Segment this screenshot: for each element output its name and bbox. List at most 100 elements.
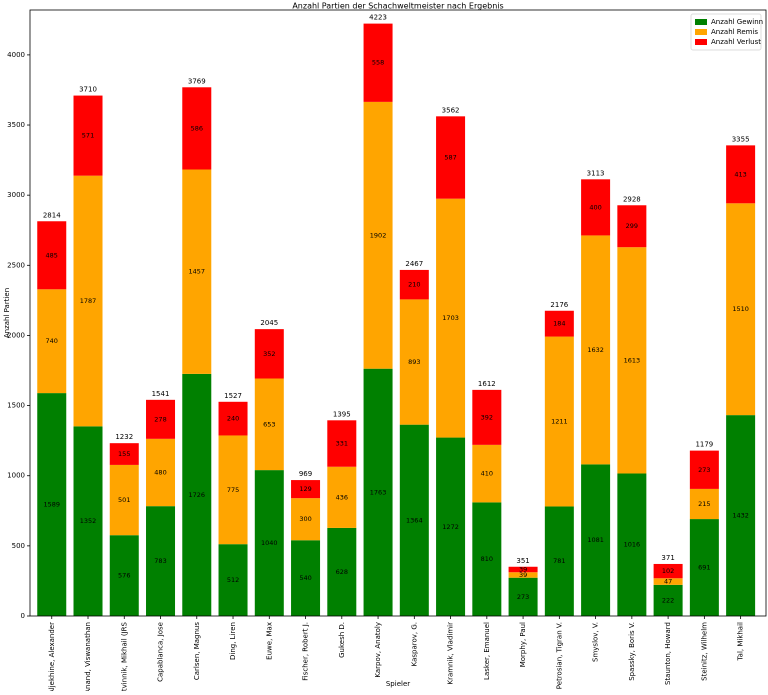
x-tick-label: Spassky, Boris V. (628, 622, 636, 681)
segment-label: 1211 (551, 418, 568, 426)
segment-label: 1902 (370, 231, 387, 239)
total-label: 1527 (224, 392, 242, 400)
bar-segment (182, 87, 212, 170)
segment-label: 1040 (261, 539, 278, 547)
bar-segment (399, 424, 429, 616)
segment-label: 810 (481, 555, 493, 563)
segment-label: 300 (299, 515, 311, 523)
legend-frame (690, 13, 762, 51)
x-tick-label: Karpov, Anatoly (374, 622, 382, 678)
legend-label: Anzahl Verlust (711, 38, 761, 46)
bar-segment (363, 368, 393, 616)
segment-label: 273 (698, 466, 710, 474)
y-tick-label: 3500 (7, 121, 25, 129)
segment-label: 1589 (43, 501, 60, 509)
bar-segment (218, 401, 248, 436)
segment-label: 501 (118, 496, 130, 504)
total-label: 1541 (152, 390, 170, 398)
bar-segment (363, 101, 393, 369)
y-tick-label: 1500 (7, 402, 25, 410)
bar-segment (436, 116, 466, 199)
segment-label: 558 (372, 59, 384, 67)
segment-label: 628 (336, 568, 348, 576)
bar-segment (472, 444, 502, 503)
bar-segment (581, 464, 611, 616)
segment-label: 392 (481, 413, 493, 421)
bar-segment (182, 169, 212, 374)
bar-segment (109, 443, 139, 465)
y-tick-label: 0 (21, 612, 25, 620)
segment-label: 331 (336, 440, 348, 448)
y-tick-label: 1000 (7, 472, 25, 480)
bar-segment (146, 506, 176, 616)
total-label: 2176 (550, 301, 568, 309)
bar-segment (254, 378, 284, 471)
bar-segment (726, 145, 756, 204)
segment-label: 740 (46, 337, 58, 345)
x-tick-label: Fischer, Robert J. (302, 622, 310, 681)
x-tick-label: Kramnik, Vladimir (447, 622, 455, 685)
y-tick-label: 4000 (7, 51, 25, 59)
segment-label: 586 (191, 124, 203, 132)
total-label: 3710 (79, 86, 97, 94)
plot-frame (29, 9, 767, 617)
segment-label: 278 (154, 415, 166, 423)
total-label: 371 (661, 554, 674, 562)
segment-label: 893 (408, 358, 420, 366)
bar-segment (73, 95, 103, 176)
y-axis-label: Anzahl Partien (3, 288, 11, 338)
bar-segment (73, 426, 103, 616)
segment-label: 587 (444, 154, 456, 162)
segment-label: 102 (662, 567, 674, 575)
segment-label: 781 (553, 557, 565, 565)
bar-segment (218, 435, 248, 545)
segment-label: 480 (154, 468, 166, 476)
x-tick-label: Ding, Liren (229, 622, 237, 660)
x-tick-label: Tal, Mikhail (737, 622, 745, 662)
bar-segment (653, 578, 683, 585)
segment-label: 1787 (80, 297, 97, 305)
total-label: 3769 (188, 77, 206, 85)
segment-label: 210 (408, 281, 420, 289)
bar-segment (109, 535, 139, 616)
segment-label: 273 (517, 593, 529, 601)
bar-segment (37, 221, 67, 290)
total-label: 2814 (43, 211, 61, 219)
chart-title: Anzahl Partien der Schachweltmeister nac… (292, 2, 503, 11)
x-tick-label: Kasparov, G. (410, 622, 418, 666)
segment-label: 1364 (406, 516, 423, 524)
bar-segment (73, 175, 103, 427)
bar-segment (254, 329, 284, 379)
segment-label: 571 (82, 132, 94, 140)
y-tick-label: 2500 (7, 261, 25, 269)
bar-segment (218, 544, 248, 616)
segment-label: 1763 (370, 488, 387, 496)
x-axis-label: Spieler (386, 680, 410, 688)
total-label: 4223 (369, 14, 387, 22)
segment-label: 155 (118, 450, 130, 458)
x-tick-label: Staunton, Howard (664, 622, 672, 685)
legend: Anzahl Gewinn Anzahl Remis Anzahl Verlust (690, 13, 763, 51)
total-label: 1395 (333, 410, 351, 418)
segment-label: 775 (227, 486, 239, 494)
x-tick-label: Gukesh D. (338, 622, 346, 658)
segment-label: 129 (299, 485, 311, 493)
segment-label: 1272 (442, 523, 459, 531)
total-label: 3113 (587, 169, 605, 177)
bar-segment (508, 566, 538, 573)
segment-label: 39 (519, 565, 527, 573)
segment-label: 413 (734, 170, 746, 178)
total-label: 2045 (260, 319, 278, 327)
bar-segment (617, 205, 647, 248)
bar-segment (37, 289, 67, 394)
bar-segment (581, 179, 611, 236)
total-label: 3355 (732, 135, 750, 143)
bar-segment (726, 203, 756, 416)
x-tick-label: Morphy, Paul (519, 622, 527, 667)
bar-segment (689, 519, 719, 616)
segment-label: 1510 (732, 305, 749, 313)
segment-label: 540 (299, 574, 311, 582)
total-label: 2467 (405, 260, 423, 268)
bar-segment (617, 247, 647, 474)
segment-label: 39 (519, 571, 527, 579)
